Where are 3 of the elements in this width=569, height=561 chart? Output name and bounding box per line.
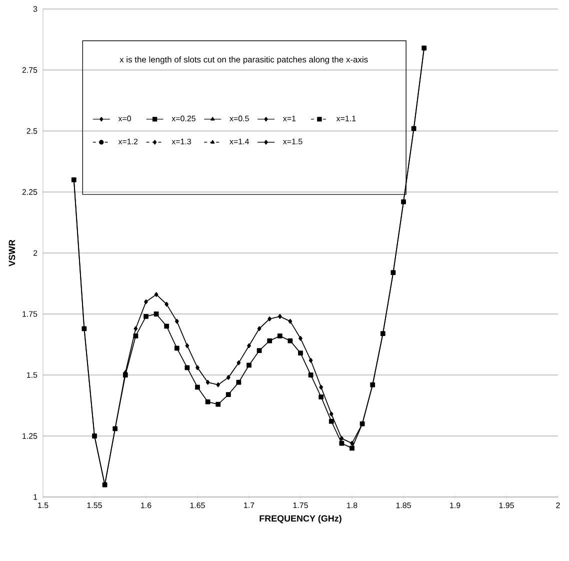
x-axis-title: FREQUENCY (GHz) (260, 515, 342, 524)
y-axis-title: VSWR (8, 240, 16, 266)
legend-title: x is the length of slots cut on the parasitic patches along the x-axis (120, 56, 368, 64)
